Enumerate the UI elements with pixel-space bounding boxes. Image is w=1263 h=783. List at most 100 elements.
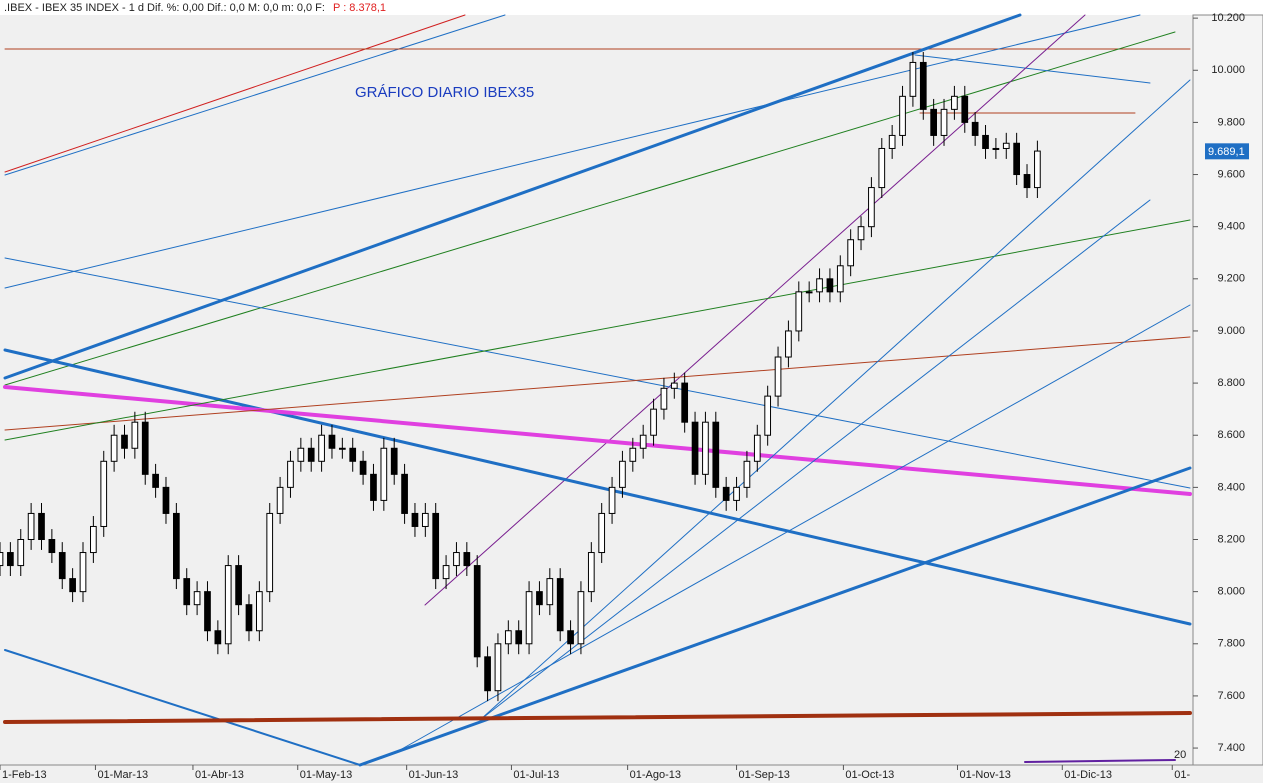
trendline <box>3 348 1192 626</box>
candle-body <box>370 473 377 501</box>
candle-body <box>235 565 242 606</box>
x-tick-label: 01-Ago-13 <box>630 769 681 781</box>
y-tick-label: 8.600 <box>1217 429 1245 441</box>
x-tick-label: 01-Dic-13 <box>1064 769 1112 781</box>
candle-body <box>338 447 346 450</box>
candle-body <box>525 591 533 645</box>
y-axis-panel <box>1192 14 1263 766</box>
trendline <box>3 385 1192 496</box>
candle-body <box>702 421 709 475</box>
x-tick-label: 01-Abr-13 <box>195 769 244 781</box>
candle-body <box>224 565 232 645</box>
candle-body <box>919 61 927 110</box>
trendline <box>4 14 466 173</box>
candle-body <box>100 460 108 527</box>
candle-body <box>473 565 481 658</box>
candle-body <box>847 239 855 267</box>
candle-body <box>546 578 554 606</box>
candle-body <box>556 578 564 632</box>
candle-body <box>961 95 969 123</box>
candle-body <box>515 630 523 645</box>
y-tick-label: 8.800 <box>1217 377 1245 389</box>
candle-body <box>608 486 616 514</box>
y-tick-label: 7.600 <box>1217 690 1245 702</box>
candle-body <box>90 525 97 554</box>
x-tick-label: 01-Nov-13 <box>960 769 1011 781</box>
trendline <box>4 336 1191 431</box>
candle-body <box>359 460 367 475</box>
candle-body <box>173 512 180 580</box>
candle-body <box>152 473 159 488</box>
candle-body <box>712 421 720 488</box>
candle-body <box>183 578 191 606</box>
candle-body <box>162 486 170 514</box>
candle-body <box>214 630 222 645</box>
candle-body <box>536 591 543 606</box>
candle-body <box>785 330 792 358</box>
candle-body <box>940 108 948 136</box>
trendline <box>914 54 1151 84</box>
candle-body <box>598 512 606 554</box>
candle-body <box>494 643 502 692</box>
y-tick-label: 8.000 <box>1217 586 1245 598</box>
candle-body <box>432 512 440 580</box>
candle-body <box>349 447 357 462</box>
trendline <box>479 79 1191 721</box>
y-tick-label: 8.400 <box>1217 481 1245 493</box>
candle-body <box>27 512 35 541</box>
trendline <box>358 466 1192 767</box>
candle-body <box>307 447 315 462</box>
candle-body <box>816 278 823 293</box>
candle-body <box>121 434 128 449</box>
candle-body <box>287 460 294 488</box>
last-price-box <box>1205 143 1249 160</box>
y-tick-label: 9.000 <box>1217 325 1245 337</box>
candle-body <box>836 265 844 293</box>
candle-body <box>380 447 388 501</box>
candle-body <box>453 552 460 567</box>
candle-body <box>421 512 429 527</box>
candle-body <box>753 434 761 462</box>
candle-body <box>619 460 626 488</box>
candle-body <box>38 512 45 541</box>
candle-body <box>1013 142 1020 176</box>
candle-body <box>681 382 689 423</box>
candle-body <box>411 512 419 527</box>
candle-body <box>629 447 637 462</box>
candle-body <box>276 486 284 514</box>
candle-body <box>255 591 263 632</box>
candle-body <box>504 630 512 645</box>
x-tick-label: 01-Jul-13 <box>513 769 559 781</box>
candle-body <box>722 486 730 501</box>
candle-body <box>650 408 657 436</box>
x-tick-label: 01- <box>1174 769 1190 781</box>
x-tick-label: 1-Feb-13 <box>2 769 47 781</box>
candle-body <box>131 421 139 449</box>
trendline <box>4 31 1176 386</box>
candle-body <box>868 187 875 228</box>
candle-body <box>141 421 149 475</box>
candle-body <box>318 434 325 462</box>
header-bar <box>0 0 1263 15</box>
y-tick-label: 9.400 <box>1217 221 1245 233</box>
candle-body <box>857 226 865 241</box>
candle-body <box>442 565 450 580</box>
candle-body <box>930 108 938 136</box>
candle-body <box>567 630 574 645</box>
candle-body <box>204 591 211 632</box>
trendline <box>3 711 1192 724</box>
trendline <box>4 649 361 766</box>
candle-body <box>577 591 585 645</box>
candle-body <box>1034 150 1041 189</box>
candle-body <box>660 387 668 410</box>
last-price-label: 9.689,1 <box>1208 146 1245 158</box>
candle-body <box>982 134 989 149</box>
header-price: P : 8.378,1 <box>333 2 386 14</box>
candle-body <box>48 539 56 554</box>
corner-label: 20 <box>1174 749 1186 761</box>
trendline <box>4 14 506 176</box>
candle-body <box>463 552 471 567</box>
y-tick-label: 9.200 <box>1217 273 1245 285</box>
candle-body <box>951 95 958 110</box>
